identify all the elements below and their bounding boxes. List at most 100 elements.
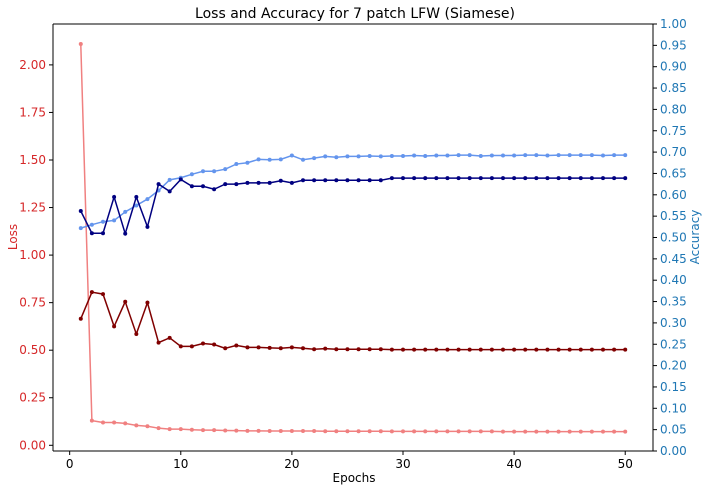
y-right-tick-label: 0.85 [660,81,687,95]
series-3-point [412,153,417,158]
series-4-point [234,182,239,187]
y-right-tick-label: 0.80 [660,102,687,116]
series-3-point [378,154,383,159]
series-4-point [223,182,228,187]
y-left-tick-label: 0.50 [19,343,46,357]
y-right-tick-label: 0.30 [660,316,687,330]
y-right-tick-label: 0.15 [660,380,687,394]
series-1-point [245,428,250,433]
series-2-point [201,341,205,346]
series-1-point [467,429,472,434]
y-left-tick-label: 1.75 [19,105,46,119]
series-3-point [312,156,317,161]
series-1-point [545,429,550,434]
series-4-point [356,178,361,183]
series-4-point [101,231,105,236]
series-1-point [189,427,194,432]
series-4-point [489,176,494,181]
series-2-point [223,346,228,351]
series-1-point [501,429,505,434]
series-3-point [345,154,350,159]
series-3-point [112,218,117,223]
series-3-point [278,157,283,162]
series-1-point [212,428,217,433]
y-left-tick-label: 1.00 [19,248,46,262]
series-2-point [467,347,472,352]
series-4-point [445,176,450,181]
series-1-point [434,429,439,434]
y-right-tick-label: 0.90 [660,60,687,74]
y-right-tick-label: 0.20 [660,359,687,373]
x-axis: 0 10 20 30 40 50 [66,451,633,471]
y-right-tick-label: 0.35 [660,295,687,309]
series-3-point [556,153,561,158]
series-3 [78,153,628,231]
x-tick-label: 30 [395,457,410,471]
series-1-point [589,429,594,434]
series-2 [78,290,628,352]
series-3-point [534,153,539,158]
series-2-point [312,347,317,352]
x-tick-label: 20 [284,457,299,471]
series-1-point [512,429,517,434]
series-2-point [101,292,105,297]
series-4-point [501,176,505,181]
series-1-point [145,424,150,429]
series-1-point [612,429,617,434]
series-3-line [80,154,626,229]
series-4-point [334,178,339,183]
series-1-point [201,428,205,433]
series-2-point [501,347,505,352]
series-1-point [134,423,139,428]
series-4-point [423,176,428,181]
y-right-tick-label: 0.40 [660,273,687,287]
series-4-point [89,231,94,236]
series-2-point [545,347,550,352]
series-2-point [234,343,239,348]
series-4-point [289,180,294,185]
y-axis-label-accuracy: Accuracy [688,210,702,265]
x-axis-label: Epochs [333,471,376,485]
y-right-tick-label: 0.70 [660,145,687,159]
series-1-point [456,429,461,434]
series-4-point [545,176,550,181]
series-3-point [145,197,150,202]
series-3-point [201,169,205,174]
series-3-point [512,153,517,158]
series-3-point [189,172,194,177]
series-2-point [256,345,261,350]
series-4-point [434,176,439,181]
y-right-tick-label: 0.65 [660,166,687,180]
series-3-point [445,153,450,158]
series-1-point [156,426,161,431]
series-3-point [167,177,172,182]
y-left-tick-label: 1.25 [19,201,46,215]
y-axis-accuracy: 0.00 0.05 0.10 0.15 0.20 0.25 0.30 0.35 0.40 0.45… [653,17,687,458]
series-2-point [289,345,294,350]
y-right-tick-label: 0.00 [660,444,687,458]
y-right-tick-label: 0.45 [660,252,687,266]
series-1-point [401,429,405,434]
series-3-point [334,155,339,160]
y-right-tick-label: 0.55 [660,209,687,223]
series-3-point [578,153,583,158]
series-1-point [378,429,383,434]
series-1-point [423,429,428,434]
series-1-point [256,428,261,433]
series-3-point [267,157,272,162]
series-2-point [145,300,150,305]
series-4-point [367,178,372,183]
series-2-point [189,344,194,349]
y-right-tick-label: 0.60 [660,188,687,202]
series-1-point [345,429,350,434]
series-4-point [612,176,617,181]
series-3-point [101,219,105,224]
series-4-point [212,187,217,192]
y-left-tick-label: 0.25 [19,391,46,405]
series-4-point [245,180,250,185]
series-3-point [423,153,428,158]
series-2-point [623,347,628,352]
series-1-point [478,429,483,434]
series-1-point [445,429,450,434]
